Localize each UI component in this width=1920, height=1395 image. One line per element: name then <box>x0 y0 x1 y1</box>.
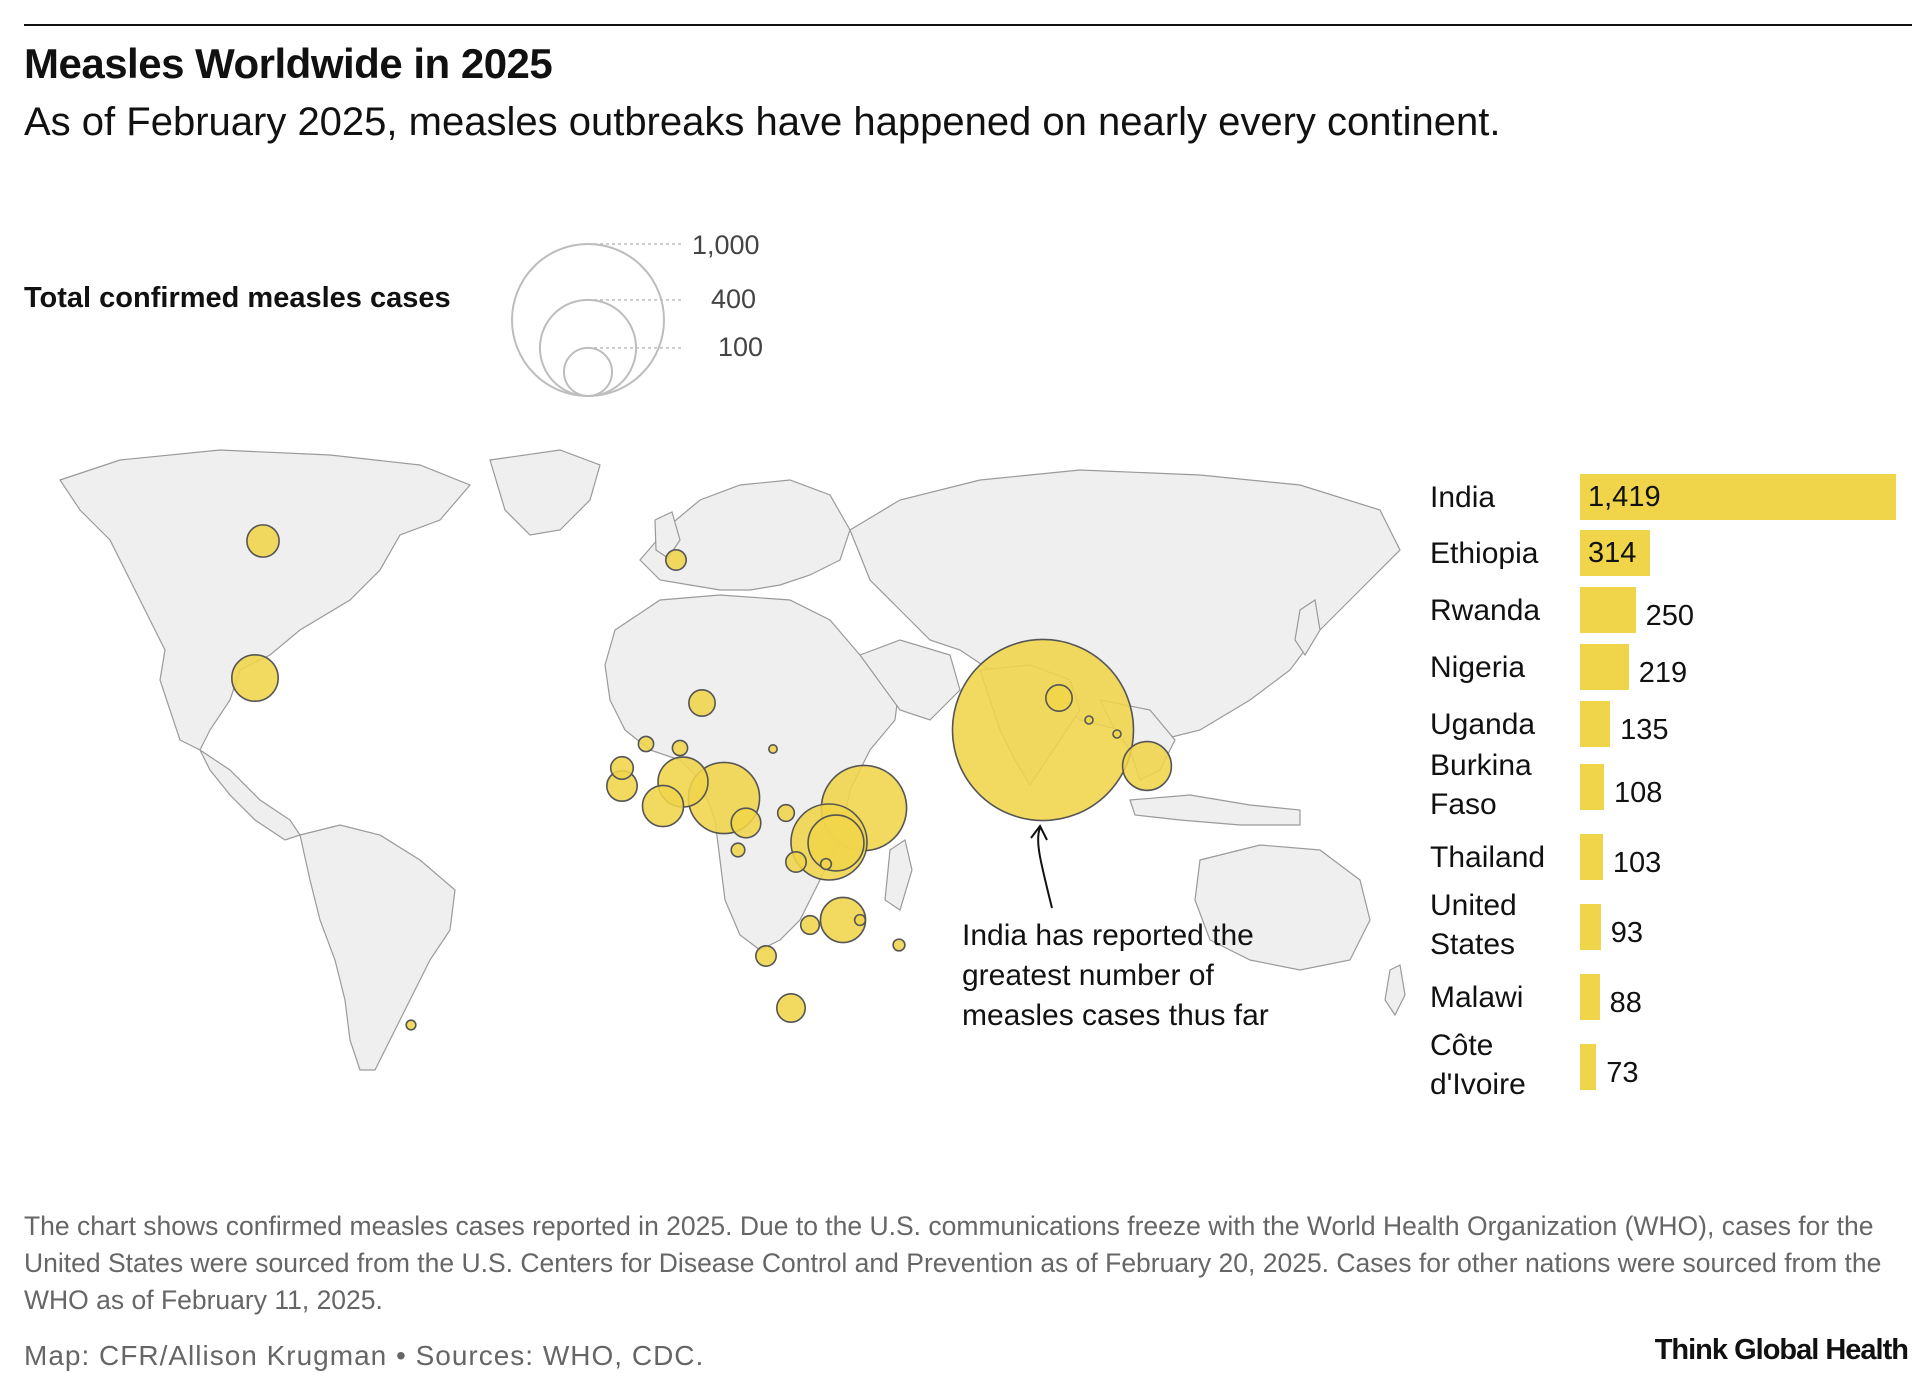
bar <box>1580 764 1605 810</box>
madagascar <box>884 839 913 911</box>
annotation-arrow <box>1037 827 1053 909</box>
bubble-thailand <box>1121 740 1173 792</box>
arrowhead <box>1030 824 1048 841</box>
bubble-morocco <box>688 689 716 717</box>
bar <box>1580 974 1600 1020</box>
bubble-drc <box>785 851 807 873</box>
bar <box>1580 904 1601 950</box>
bar-value-label: 219 <box>1638 657 1688 689</box>
footnote: The chart shows confirmed measles cases … <box>24 1211 1882 1315</box>
bubble-south-africa <box>775 992 807 1024</box>
bubble-mauritania <box>637 735 655 753</box>
bubble-cote-divoire <box>641 784 685 828</box>
bubble-nepal <box>1045 684 1073 712</box>
bar-value-label: 135 <box>1620 714 1669 746</box>
bar-row-united-states: United States 93 <box>1430 889 1900 964</box>
bubble-chad <box>776 803 796 823</box>
bar-label: Uganda <box>1430 708 1536 741</box>
bubble-mauritius <box>892 938 906 952</box>
bubble-uganda <box>807 814 865 872</box>
case-bubbles <box>231 524 1173 1031</box>
legend-label-100: 100 <box>718 332 764 362</box>
bar-label: Nigeria <box>1430 651 1526 684</box>
india-annotation: India has reported the greatest number o… <box>962 919 1269 1032</box>
chart-title: Measles Worldwide in 2025 <box>24 40 553 87</box>
bar-label: Côte d'Ivoire <box>1430 1029 1526 1101</box>
bubble-burundi <box>819 857 833 871</box>
bar-row-nigeria: Nigeria 219 <box>1430 644 1900 704</box>
bar-value-label: 73 <box>1606 1057 1639 1089</box>
bubble-senegal <box>609 755 635 781</box>
bar-row-uganda: Uganda 135 <box>1430 701 1900 761</box>
bubble-angola <box>755 945 777 967</box>
bubble-equatorial-guinea <box>730 842 746 858</box>
bar <box>1580 701 1611 747</box>
bar <box>1580 530 1650 576</box>
bubble-central-africa <box>768 744 778 754</box>
greenland <box>489 449 601 536</box>
bar-row-c-te-d-ivoire: Côte d'Ivoire 73 <box>1430 1029 1900 1104</box>
australia <box>1194 844 1371 971</box>
bar-value-label: 250 <box>1645 600 1695 632</box>
bar-label: Thailand <box>1430 841 1546 874</box>
bar-label: India <box>1430 481 1496 514</box>
bar-label: United States <box>1430 889 1517 961</box>
bar-row-burkina-faso: Burkina Faso 108 <box>1430 749 1900 824</box>
brand-logo: Think Global Health <box>1654 1334 1909 1366</box>
bubble-bangladesh <box>1084 715 1094 725</box>
new-zealand <box>1384 964 1406 1017</box>
bar-label: Ethiopia <box>1430 537 1539 570</box>
bar-label: Malawi <box>1430 981 1524 1014</box>
bar <box>1580 644 1629 690</box>
bar-row-malawi: Malawi 88 <box>1430 974 1900 1034</box>
bubble-mozambique <box>853 913 867 927</box>
credit-line: Map: CFR/Allison Krugman • Sources: WHO,… <box>24 1340 705 1371</box>
japan <box>1294 598 1321 657</box>
bar-value-label: 314 <box>1588 537 1637 569</box>
legend-circle-100 <box>562 346 614 397</box>
top-rule <box>24 24 1912 26</box>
bar-label: Burkina Faso <box>1430 749 1532 821</box>
north-america <box>59 449 472 751</box>
south-america <box>299 824 456 1071</box>
bar <box>1580 474 1896 520</box>
bar-value-label: 1,419 <box>1588 481 1661 513</box>
bar-label: Rwanda <box>1430 594 1541 627</box>
europe <box>639 479 851 591</box>
bubble-india <box>951 638 1135 822</box>
world-map[interactable] <box>0 440 1410 1080</box>
indonesia <box>1129 794 1301 826</box>
bubble-uk <box>665 549 687 571</box>
chart-subtitle: As of February 2025, measles outbreaks h… <box>24 100 1501 144</box>
bar-value-label: 88 <box>1609 987 1642 1019</box>
bar-row-india: India 1,419 <box>1430 474 1900 534</box>
bubble-argentina <box>405 1019 417 1031</box>
arabia <box>859 639 961 721</box>
legend-label-400: 400 <box>711 284 757 314</box>
bar <box>1580 834 1603 880</box>
legend-label-1000: 1,000 <box>692 230 760 260</box>
bar-value-label: 108 <box>1614 777 1663 809</box>
uk <box>654 511 681 559</box>
bubble-zambia <box>799 914 821 936</box>
bar-value-label: 93 <box>1610 917 1643 949</box>
bar-row-rwanda: Rwanda 250 <box>1430 587 1900 647</box>
bar <box>1580 1044 1597 1090</box>
bar-value-label: 103 <box>1612 847 1662 879</box>
bar <box>1580 587 1636 633</box>
size-legend <box>511 243 682 397</box>
bar-row-thailand: Thailand 103 <box>1430 834 1900 894</box>
legend-circle-1000 <box>511 243 665 397</box>
bubble-cameroon <box>730 807 762 839</box>
bubble-united-states <box>231 654 279 702</box>
bubble-mali <box>671 739 689 757</box>
legend-title: Total confirmed measles cases <box>24 282 451 314</box>
bubble-canada <box>246 524 280 558</box>
central-america <box>198 748 301 841</box>
land-masses <box>59 449 1406 1071</box>
asia <box>849 469 1401 741</box>
bar-row-ethiopia: Ethiopia 314 <box>1430 530 1900 590</box>
bubble-myanmar <box>1112 729 1122 739</box>
